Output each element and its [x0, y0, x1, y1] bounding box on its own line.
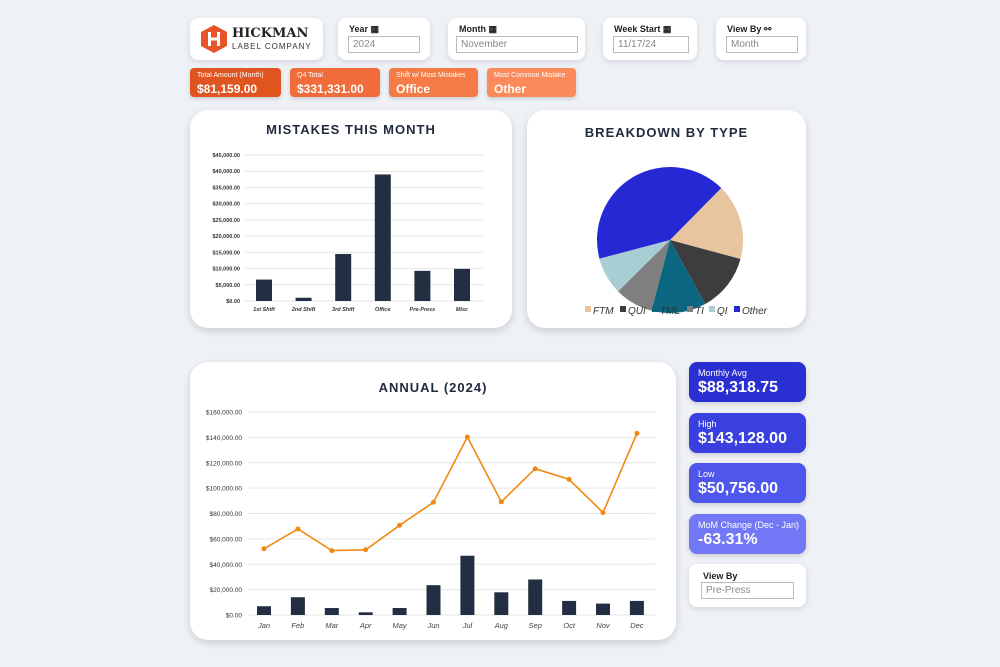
month-input[interactable]: November	[456, 36, 578, 53]
kpi-label: Total Amount (Month)	[197, 72, 264, 79]
kpi-total-amount: Total Amount (Month) $81,159.00	[190, 68, 281, 97]
week-start-label: Week Start	[614, 24, 661, 34]
view-by-bottom-input[interactable]: Pre-Press	[701, 582, 794, 599]
annual-chart-card: ANNUAL (2024)	[190, 362, 676, 640]
kpi-label: Shift w/ Most Mistakes	[396, 72, 466, 79]
tile-value: $88,318.75	[698, 379, 779, 396]
logo-subtitle: LABEL COMPANY	[232, 42, 312, 51]
breakdown-chart-card: BREAKDOWN BY TYPE	[527, 110, 806, 328]
kpi-value: Other	[494, 82, 527, 96]
logo-card: HICKMAN LABEL COMPANY	[190, 18, 323, 60]
year-filter: Year ▦ 2024	[338, 18, 430, 60]
logo-icon	[201, 25, 227, 53]
tile-label: High	[698, 419, 717, 429]
year-label: Year	[349, 24, 369, 34]
year-input[interactable]: 2024	[348, 36, 420, 53]
logo-name: HICKMAN	[232, 26, 309, 41]
tile-value: -63.31%	[698, 531, 758, 548]
tile-mom-change: MoM Change (Dec - Jan) -63.31%	[689, 514, 806, 554]
view-by-label: View By	[727, 24, 762, 34]
kpi-value: $81,159.00	[197, 82, 258, 96]
kpi-most-common-mistake: Most Common Mistake Other	[487, 68, 576, 97]
week-start-input[interactable]: 11/17/24	[613, 36, 689, 53]
tile-monthly-avg: Monthly Avg $88,318.75	[689, 362, 806, 402]
kpi-label: Q4 Total	[297, 72, 323, 79]
kpi-value: Office	[396, 82, 431, 96]
view-by-bottom-label: View By	[703, 571, 738, 581]
month-label: Month	[459, 24, 486, 34]
annual-chart-title: ANNUAL (2024)	[378, 380, 488, 395]
mistakes-chart-title: MISTAKES THIS MONTH	[266, 122, 436, 137]
kpi-label: Most Common Mistake	[494, 72, 566, 79]
tile-high: High $143,128.00	[689, 413, 806, 453]
mistakes-chart-card: MISTAKES THIS MONTH	[190, 110, 512, 328]
kpi-value: $331,331.00	[297, 82, 364, 96]
tile-label: Monthly Avg	[698, 368, 747, 378]
calendar-icon: ▦	[488, 24, 498, 34]
view-by-filter: View By ⚯ Month	[716, 18, 806, 60]
tile-value: $50,756.00	[698, 480, 779, 497]
calendar-icon: ▦	[662, 24, 672, 34]
calendar-icon: ▦	[370, 24, 380, 34]
week-start-filter: Week Start ▦ 11/17/24	[603, 18, 697, 60]
binoculars-icon: ⚯	[763, 24, 772, 34]
view-by-input[interactable]: Month	[726, 36, 798, 53]
tile-low: Low $50,756.00	[689, 463, 806, 503]
tile-label: Low	[698, 469, 715, 479]
month-filter: Month ▦ November	[448, 18, 585, 60]
breakdown-chart-title: BREAKDOWN BY TYPE	[584, 125, 749, 140]
tile-label: MoM Change (Dec - Jan)	[698, 520, 800, 530]
kpi-shift-most-mistakes: Shift w/ Most Mistakes Office	[389, 68, 478, 97]
view-by-bottom-filter: View By Pre-Press	[689, 564, 806, 607]
kpi-q4-total: Q4 Total $331,331.00	[290, 68, 380, 97]
tile-value: $143,128.00	[698, 430, 787, 447]
